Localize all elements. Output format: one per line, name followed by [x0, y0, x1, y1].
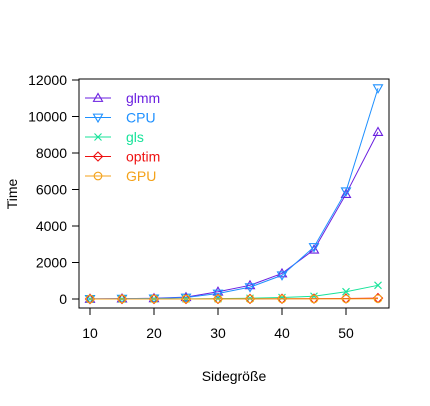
data-point-CPU: [244, 283, 256, 293]
x-axis-title: Sidegröße: [202, 368, 267, 384]
x-tick-label: 50: [338, 325, 354, 341]
y-tick-label: 0: [59, 291, 67, 307]
y-tick-label: 4000: [36, 218, 67, 234]
x-tick-label: 30: [210, 325, 226, 341]
data-point-optim: [212, 293, 224, 305]
data-point-CPU: [276, 271, 288, 281]
data-point-GPU: [181, 294, 191, 304]
legend-label: CPU: [126, 110, 156, 126]
x-axis: 10 20 30 40 50: [82, 307, 354, 341]
legend-label: glmm: [126, 90, 160, 106]
data-point-GPU: [341, 294, 351, 304]
legend-label: gls: [126, 129, 144, 145]
legend-marker-glmm: [92, 92, 104, 102]
data-point-gls: [374, 281, 382, 290]
data-point-CPU: [212, 289, 224, 300]
y-tick-label: 8000: [36, 145, 67, 161]
data-point-optim: [180, 293, 192, 305]
y-tick-label: 6000: [36, 182, 67, 198]
data-point-glmm: [116, 293, 128, 303]
data-point-CPU: [308, 243, 320, 253]
x-tick-label: 10: [82, 325, 98, 341]
data-point-optim: [84, 293, 96, 305]
legend-marker-gls: [94, 133, 102, 141]
legend-item-GPU: GPU: [85, 168, 156, 184]
x-tick-label: 20: [146, 325, 162, 341]
data-point-GPU: [213, 294, 223, 304]
legend-label: GPU: [126, 168, 156, 184]
data-point-GPU: [245, 294, 255, 304]
data-point-GPU: [149, 294, 159, 304]
data-point-GPU: [117, 294, 127, 304]
legend-marker-optim: [92, 151, 104, 162]
data-point-GPU: [85, 294, 95, 304]
x-tick-label: 40: [274, 325, 290, 341]
data-point-gls: [278, 293, 286, 302]
legend-item-CPU: CPU: [85, 110, 156, 126]
y-tick-label: 2000: [36, 255, 67, 271]
data-point-gls: [342, 287, 350, 296]
series-line-gls: [89, 284, 379, 300]
legend-item-glmm: glmm: [85, 90, 160, 106]
legend-item-gls: gls: [85, 129, 144, 145]
data-point-glmm: [340, 188, 352, 198]
series-GPU: [85, 294, 383, 304]
y-tick-label: 12000: [28, 72, 67, 88]
data-point-GPU: [277, 294, 287, 304]
data-point-optim: [148, 293, 160, 305]
y-tick-label: 10000: [28, 109, 67, 125]
data-point-GPU: [373, 294, 383, 304]
y-axis-title: Time: [4, 178, 20, 209]
legend: glmm CPU gls optim GPU: [85, 90, 160, 184]
data-point-glmm: [148, 292, 160, 303]
data-point-CPU: [372, 84, 384, 94]
legend-marker-GPU: [93, 171, 103, 181]
data-point-glmm: [244, 279, 256, 290]
data-point-GPU: [309, 294, 319, 304]
data-point-glmm: [372, 126, 384, 136]
data-point-optim: [116, 293, 128, 305]
legend-marker-CPU: [92, 113, 104, 124]
legend-item-optim: optim: [85, 149, 160, 165]
series-layer: [84, 84, 384, 305]
data-point-CPU: [340, 187, 352, 197]
y-axis: 0 2000 4000 6000 8000 10000 12000: [28, 72, 80, 307]
legend-label: optim: [126, 149, 160, 165]
